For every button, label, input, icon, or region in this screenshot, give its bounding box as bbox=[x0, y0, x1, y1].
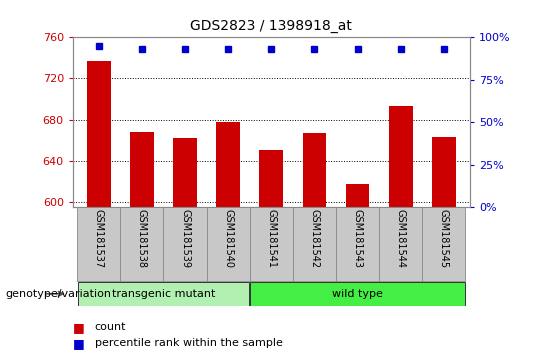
Bar bbox=[164, 207, 207, 281]
Text: GSM181542: GSM181542 bbox=[309, 209, 320, 268]
Text: percentile rank within the sample: percentile rank within the sample bbox=[94, 338, 282, 348]
Bar bbox=[389, 106, 413, 207]
Text: ■: ■ bbox=[73, 337, 85, 350]
Bar bbox=[78, 282, 249, 306]
Bar bbox=[293, 207, 336, 281]
Bar bbox=[250, 282, 465, 306]
Bar bbox=[302, 133, 326, 207]
Text: count: count bbox=[94, 322, 126, 332]
Bar bbox=[260, 150, 283, 207]
Text: transgenic mutant: transgenic mutant bbox=[112, 289, 215, 299]
Bar bbox=[422, 207, 465, 281]
Text: GSM181545: GSM181545 bbox=[439, 209, 449, 268]
Text: GSM181538: GSM181538 bbox=[137, 209, 147, 268]
Text: GSM181540: GSM181540 bbox=[223, 209, 233, 268]
Text: ■: ■ bbox=[73, 321, 85, 334]
Bar bbox=[250, 207, 293, 281]
Bar bbox=[217, 122, 240, 207]
Bar bbox=[173, 138, 197, 207]
Bar bbox=[120, 207, 164, 281]
Text: GSM181543: GSM181543 bbox=[353, 209, 363, 268]
Bar bbox=[432, 137, 456, 207]
Bar bbox=[379, 207, 422, 281]
Text: genotype/variation: genotype/variation bbox=[5, 289, 111, 299]
Text: GSM181537: GSM181537 bbox=[94, 209, 104, 268]
Title: GDS2823 / 1398918_at: GDS2823 / 1398918_at bbox=[191, 19, 352, 33]
Bar bbox=[130, 132, 154, 207]
Bar bbox=[77, 207, 120, 281]
Text: wild type: wild type bbox=[332, 289, 383, 299]
Bar bbox=[336, 207, 379, 281]
Bar bbox=[87, 61, 111, 207]
Bar bbox=[346, 184, 369, 207]
Text: GSM181539: GSM181539 bbox=[180, 209, 190, 268]
Bar bbox=[207, 207, 250, 281]
Text: GSM181541: GSM181541 bbox=[266, 209, 276, 268]
Text: GSM181544: GSM181544 bbox=[396, 209, 406, 268]
